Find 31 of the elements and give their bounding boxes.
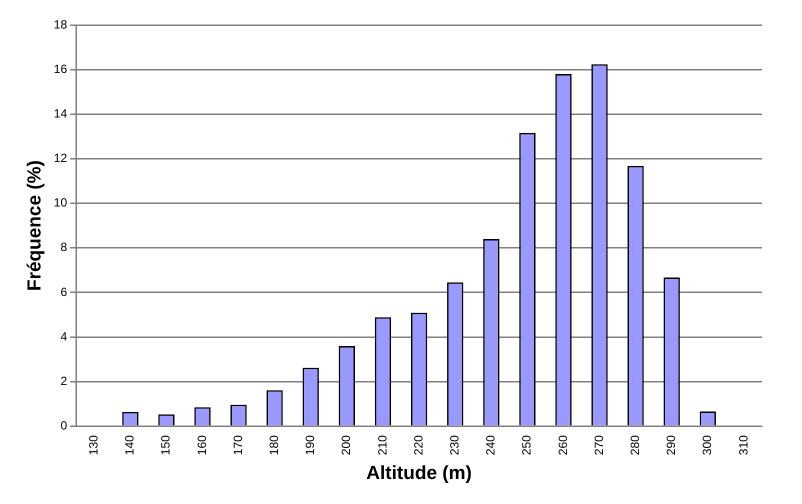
x-tick-label: 270 bbox=[592, 434, 606, 456]
y-tick-label: 4 bbox=[60, 329, 68, 344]
x-tick-label: 180 bbox=[266, 434, 281, 456]
x-tick-label: 230 bbox=[447, 434, 462, 456]
y-tick-label: 6 bbox=[60, 284, 68, 299]
x-tick-label: 240 bbox=[484, 434, 498, 456]
x-tick-label: 140 bbox=[122, 434, 137, 456]
x-tick-label: 300 bbox=[700, 434, 714, 456]
x-tick-label: 170 bbox=[230, 434, 245, 456]
x-tick-label: 310 bbox=[736, 434, 750, 456]
x-tick-label: 280 bbox=[628, 434, 642, 456]
x-tick-label: 220 bbox=[411, 434, 426, 456]
x-tick-label: 130 bbox=[86, 434, 101, 456]
x-tick-label: 250 bbox=[520, 434, 534, 456]
x-tick-label: 210 bbox=[375, 434, 390, 456]
y-tick-label: 16 bbox=[54, 62, 68, 76]
x-axis-title: Altitude (m) bbox=[366, 462, 472, 484]
x-tick-label: 150 bbox=[158, 434, 173, 456]
x-tick-label: 200 bbox=[339, 434, 354, 456]
y-tick-label: 14 bbox=[54, 106, 68, 120]
x-tick-label: 290 bbox=[664, 434, 678, 456]
x-tick-label: 260 bbox=[556, 434, 570, 456]
y-tick-label: 18 bbox=[54, 17, 68, 32]
y-tick-label: 12 bbox=[54, 151, 68, 166]
y-tick-label: 10 bbox=[54, 196, 68, 210]
y-tick-label: 2 bbox=[60, 374, 68, 388]
y-axis-title: Fréquence (%) bbox=[24, 160, 46, 292]
y-tick-label: 8 bbox=[60, 240, 68, 254]
x-tick-label: 160 bbox=[194, 434, 209, 456]
y-tick-label: 0 bbox=[60, 418, 68, 432]
x-tick-label: 190 bbox=[303, 434, 318, 456]
